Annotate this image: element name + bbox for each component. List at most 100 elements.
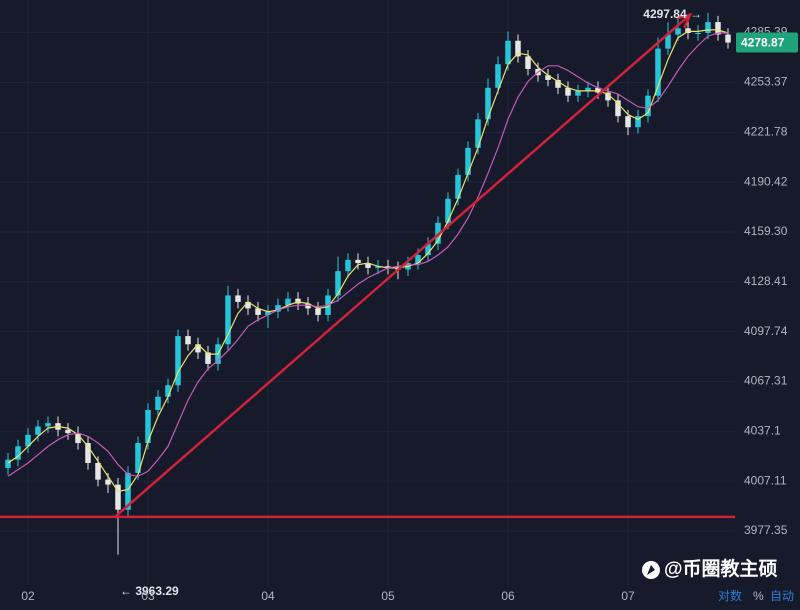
candle-body: [35, 426, 41, 435]
watermark-icon-mark: [647, 565, 655, 575]
candle-body: [685, 28, 691, 33]
x-tick-label: 02: [21, 589, 35, 603]
candle-body: [675, 28, 681, 35]
trend-line: [114, 13, 691, 518]
candle-body: [85, 443, 91, 463]
candle-body: [255, 308, 261, 315]
candle-body: [695, 32, 701, 34]
candle-body: [565, 87, 571, 96]
candle-body: [425, 243, 431, 255]
candle-body: [275, 305, 281, 312]
candle-body: [315, 308, 321, 315]
candle-body: [715, 22, 721, 35]
y-tick-label: 4159.30: [744, 224, 788, 238]
y-tick-label: 4221.78: [744, 124, 788, 138]
candle-body: [205, 352, 211, 364]
candle-body: [475, 119, 481, 148]
candle-body: [175, 336, 181, 386]
y-tick-label: 4190.42: [744, 174, 788, 188]
candle-body: [5, 459, 11, 468]
candle-body: [465, 147, 471, 175]
y-tick-label: 4007.11: [744, 473, 787, 487]
trend-arrow-head: [676, 12, 693, 29]
x-tick-label: 05: [381, 589, 395, 603]
candle-body: [655, 48, 661, 96]
candle-body: [285, 298, 291, 306]
candle-body: [495, 64, 501, 88]
candle-body: [335, 271, 341, 296]
last-price-label: 4278.87: [741, 36, 785, 50]
candle-body: [165, 385, 171, 397]
candle-body: [485, 87, 491, 120]
candle-body: [95, 462, 101, 480]
y-tick-label: 4097.74: [744, 324, 788, 338]
x-tick-label: 06: [501, 589, 515, 603]
candle-body: [555, 79, 561, 88]
candle-body: [625, 116, 631, 128]
candle-body: [635, 116, 641, 128]
candle-body: [415, 254, 421, 264]
candle-body: [515, 40, 521, 57]
candle-body: [615, 100, 621, 117]
x-tick-label: 04: [261, 589, 275, 603]
candle-body: [505, 40, 511, 65]
candle-body: [605, 92, 611, 101]
candle-body: [525, 56, 531, 69]
y-tick-label: 4128.41: [744, 274, 788, 288]
candle-body: [295, 298, 301, 304]
candle-body: [115, 484, 121, 510]
auto-button[interactable]: 自动: [770, 589, 794, 603]
candle-body: [585, 87, 591, 91]
axes: 3977.35 4007.11 4037.1 4067.31 4097.74 4128.4…: [21, 25, 798, 603]
percent-button[interactable]: %: [753, 589, 764, 603]
y-tick-label: 4253.37: [744, 75, 788, 89]
candle-body: [145, 409, 151, 444]
candle-body: [15, 446, 21, 460]
log-button[interactable]: 对数: [718, 588, 742, 603]
candle-body: [245, 301, 251, 309]
moving-average-line: [7, 29, 729, 492]
candle-body: [105, 479, 111, 485]
candle-body: [645, 95, 651, 117]
price-annotation: 4297.84 →: [643, 7, 702, 21]
last-price-box: [736, 32, 798, 53]
candle-body: [75, 433, 81, 444]
candle-body: [705, 22, 711, 33]
candle-body: [195, 344, 201, 353]
y-tick-label: 3977.35: [744, 523, 788, 537]
candle-body: [385, 266, 391, 268]
candle-body: [665, 34, 671, 49]
candle-body: [25, 434, 31, 447]
watermark-text: @币圈教主硕: [664, 557, 778, 580]
plot-area: 4297.84 → ← 3963.29: [0, 7, 735, 598]
price-annotation: ← 3963.29: [120, 584, 179, 598]
x-tick-label: 07: [621, 589, 635, 603]
candle-body: [305, 303, 311, 309]
candle-body: [355, 259, 361, 264]
candle-body: [125, 472, 131, 510]
x-tick-label: 03: [141, 589, 155, 603]
candle-body: [445, 198, 451, 223]
candle-body: [455, 174, 461, 199]
candle-body: [45, 423, 51, 427]
candle-body: [575, 90, 581, 96]
watermark: @币圈教主硕: [642, 557, 778, 580]
candle-body: [595, 87, 601, 93]
candle-body: [725, 34, 731, 43]
candle-body: [365, 263, 371, 268]
candle-body: [225, 295, 231, 345]
candle-body: [135, 443, 141, 473]
moving-average-line: [7, 32, 728, 477]
candle-body: [375, 266, 381, 268]
candle-body: [545, 75, 551, 80]
y-tick-label: 4037.1: [744, 423, 781, 437]
scale-buttons: 对数 % 自动: [718, 588, 794, 603]
candle-body: [155, 396, 161, 410]
candle-body: [235, 295, 241, 302]
candle-body: [345, 259, 351, 272]
candle-body: [185, 336, 191, 345]
y-tick-label: 4067.31: [744, 374, 788, 388]
